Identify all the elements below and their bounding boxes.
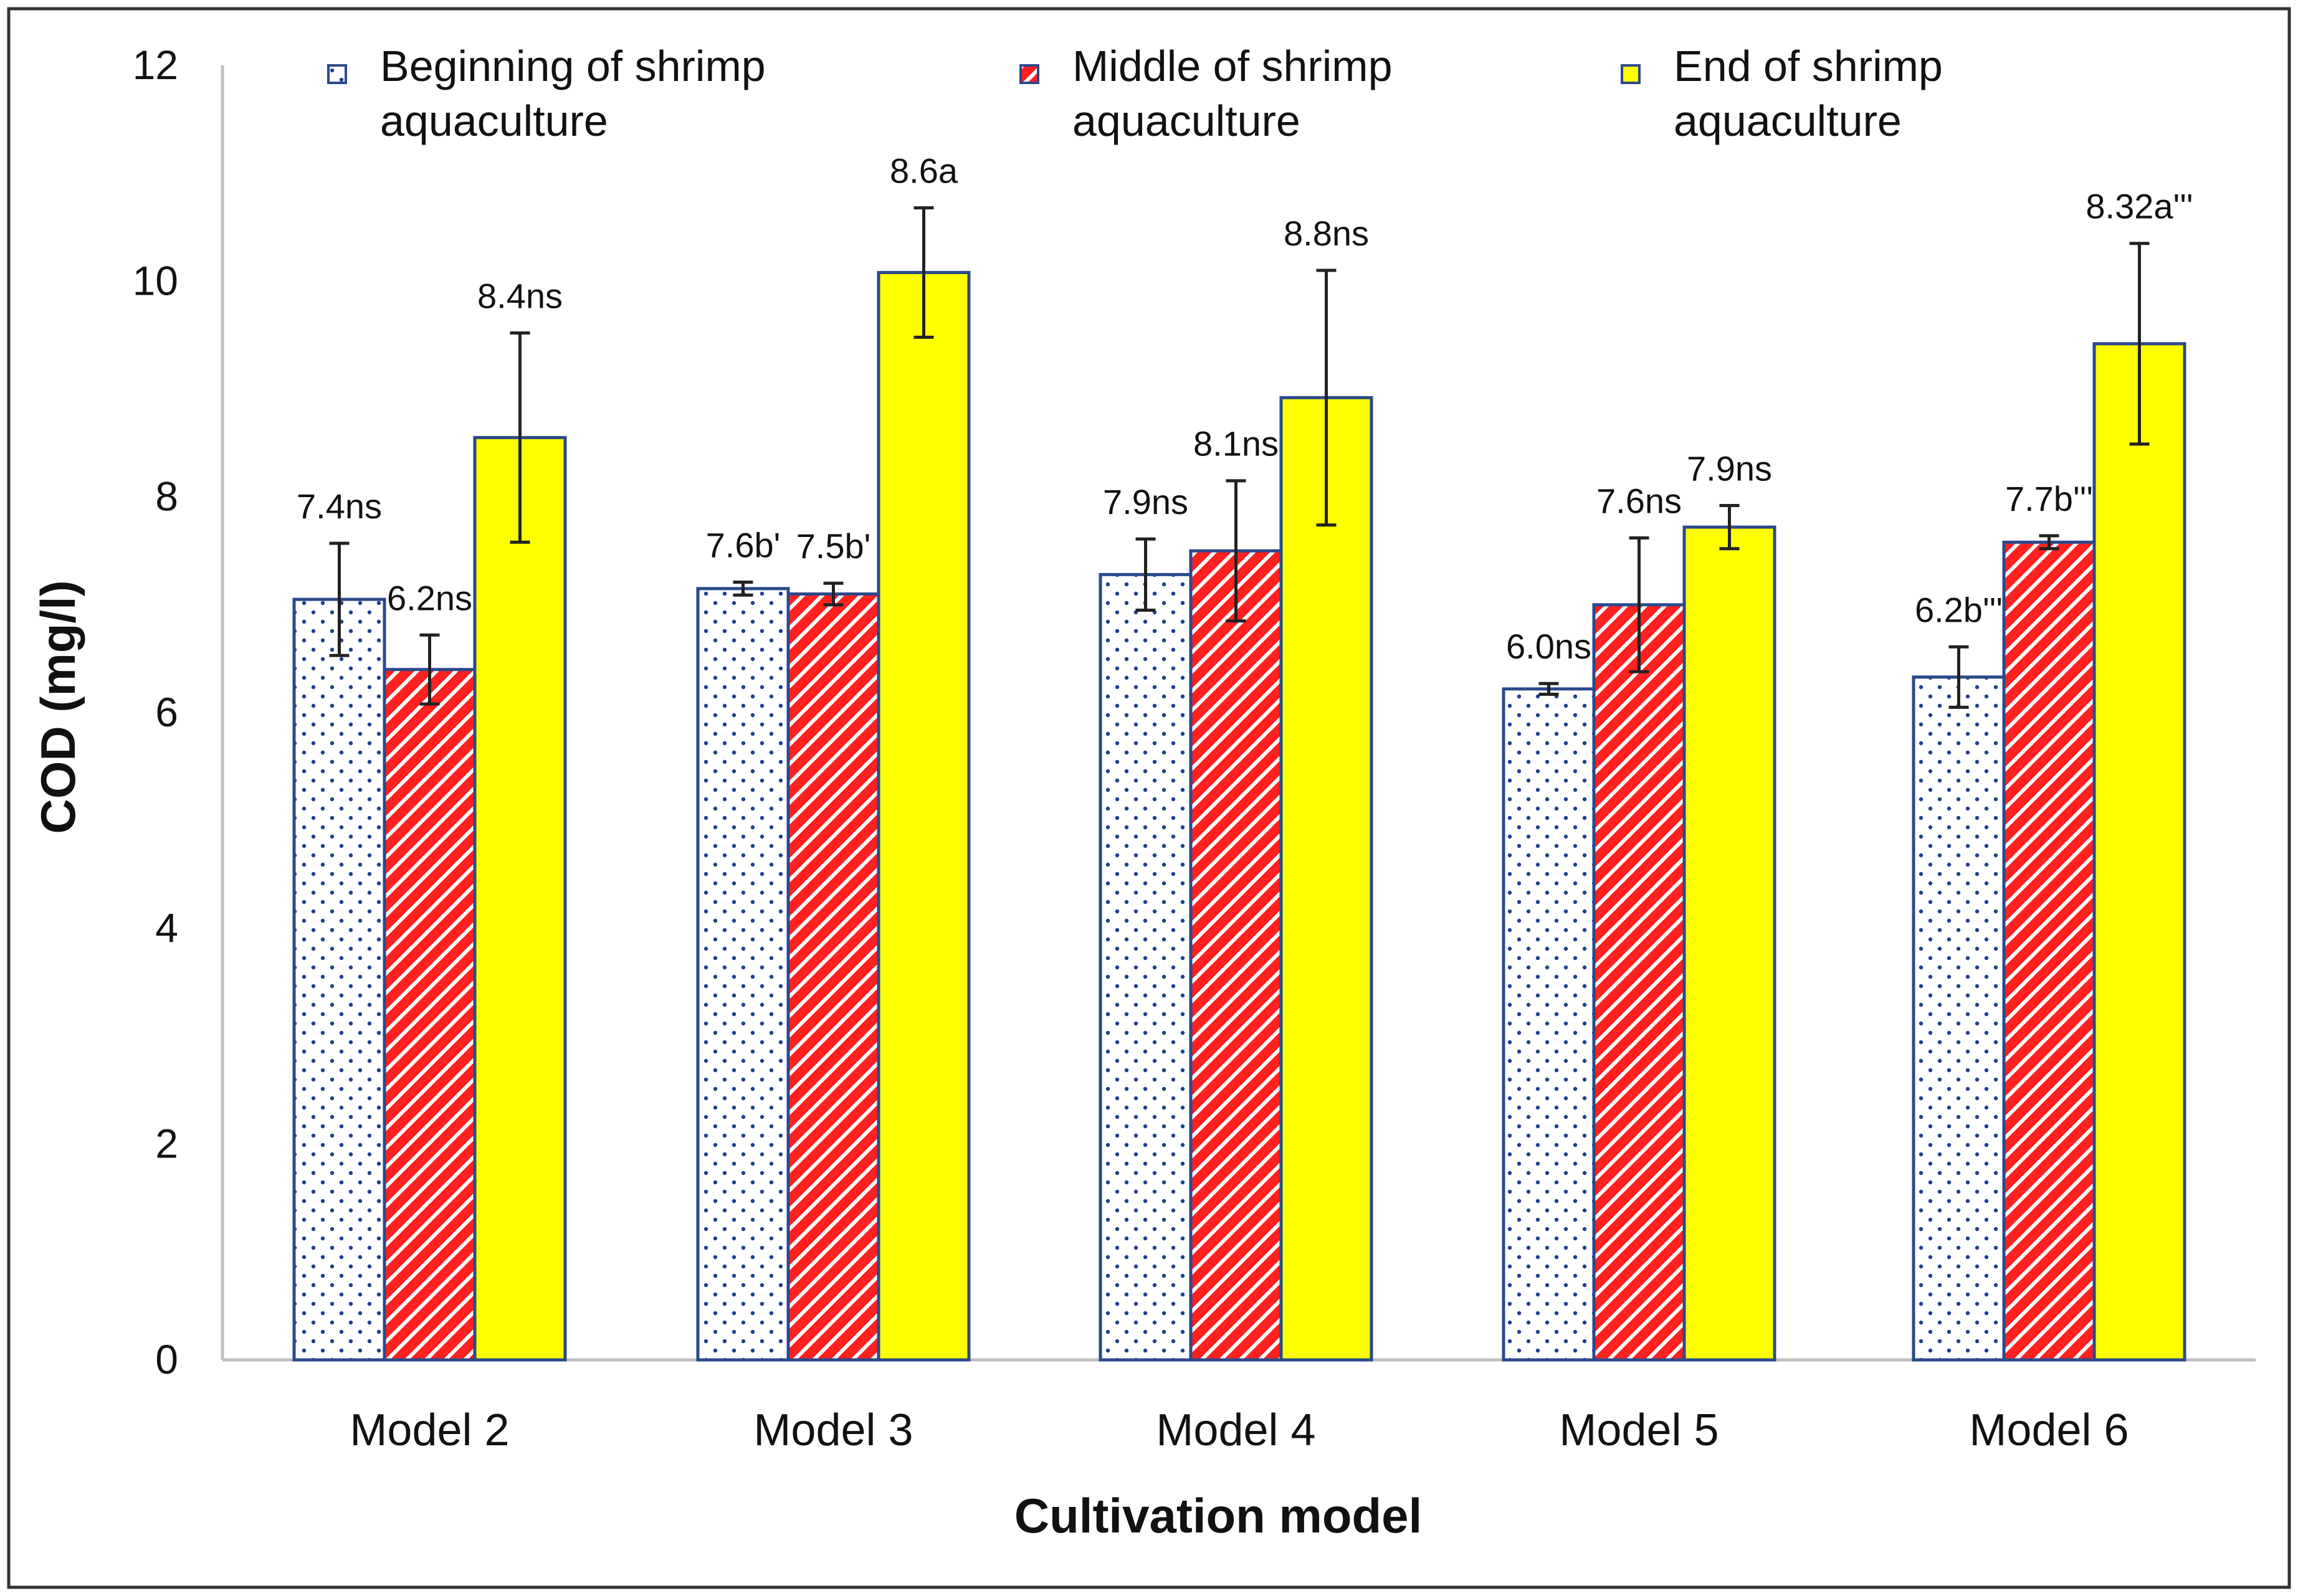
error-bar bbox=[733, 580, 753, 597]
bar-solid bbox=[1682, 525, 1776, 1362]
y-tick-label: 4 bbox=[155, 905, 178, 951]
bar-dots bbox=[696, 587, 790, 1362]
data-label: 7.6ns bbox=[1596, 481, 1682, 520]
bar-dots bbox=[1502, 687, 1596, 1362]
legend-swatch bbox=[1019, 64, 1039, 84]
error-bar bbox=[1719, 504, 1740, 551]
y-tick-label: 0 bbox=[155, 1336, 178, 1382]
legend-label: End of shrimp bbox=[1674, 42, 1943, 90]
legend-label: Middle of shrimp bbox=[1072, 42, 1393, 90]
data-label: 7.7b''' bbox=[2005, 479, 2093, 518]
bar-diagonal bbox=[1189, 549, 1283, 1362]
bar-solid bbox=[473, 435, 567, 1362]
data-label: 6.0ns bbox=[1506, 627, 1591, 666]
legend-label: aquaculture bbox=[1072, 97, 1300, 145]
error-bar bbox=[913, 206, 934, 339]
y-tick-label: 8 bbox=[155, 473, 178, 520]
bar-dots bbox=[292, 597, 386, 1362]
legend-swatch bbox=[327, 64, 347, 84]
bar-solid bbox=[1279, 396, 1373, 1362]
error-bar bbox=[1948, 645, 1969, 709]
data-label: 7.9ns bbox=[1687, 449, 1772, 488]
y-axis-title: COD (mg/l) bbox=[31, 580, 85, 834]
legend-item: Beginning of shrimp aquaculture bbox=[327, 42, 766, 145]
legend-label: aquaculture bbox=[1674, 97, 1902, 145]
data-label: 6.2ns bbox=[387, 578, 472, 617]
error-bar bbox=[1538, 682, 1559, 696]
x-category-label: Model 5 bbox=[1559, 1405, 1719, 1455]
legend-label: Beginning of shrimp bbox=[380, 42, 766, 90]
legend-label: aquaculture bbox=[380, 97, 608, 145]
bar-dots bbox=[1912, 675, 2006, 1362]
y-tick-labels: 0 2 4 6 8 10 12 bbox=[133, 42, 178, 1382]
bar-dots bbox=[1099, 572, 1193, 1362]
data-label: 8.4ns bbox=[477, 276, 563, 315]
bar-diagonal bbox=[383, 668, 477, 1362]
x-category-label: Model 2 bbox=[350, 1405, 509, 1455]
legend-swatch bbox=[1621, 64, 1641, 84]
error-bar bbox=[1226, 479, 1246, 623]
data-label: 6.2b''' bbox=[1915, 590, 2003, 629]
data-label: 7.9ns bbox=[1103, 482, 1188, 521]
y-tick-label: 12 bbox=[133, 42, 178, 88]
x-category-labels: Model 2 Model 3 Model 4 Model 5 Model 6 bbox=[350, 1405, 2129, 1455]
data-label: 8.1ns bbox=[1193, 424, 1279, 463]
bar-solid bbox=[877, 270, 971, 1362]
error-bar bbox=[2039, 534, 2059, 551]
bar-solid bbox=[2092, 342, 2186, 1362]
x-category-label: Model 6 bbox=[1969, 1405, 2129, 1455]
data-label: 7.6b' bbox=[706, 525, 781, 564]
data-label-group: 7.4ns 7.6b' 7.9ns 6.0ns 6.2b''' 6.2ns 7.5b' 8.1… bbox=[297, 151, 2193, 667]
x-category-label: Model 4 bbox=[1156, 1405, 1315, 1455]
y-tick-label: 10 bbox=[133, 257, 178, 303]
x-axis-title: Cultivation model bbox=[1014, 1488, 1422, 1543]
bar-series bbox=[292, 270, 2186, 1362]
bar-diagonal bbox=[786, 592, 880, 1362]
y-tick-label: 6 bbox=[155, 689, 178, 735]
error-bar bbox=[510, 331, 530, 544]
y-tick-label: 2 bbox=[155, 1121, 178, 1167]
error-bar bbox=[1629, 536, 1649, 673]
bar-diagonal bbox=[1592, 603, 1686, 1362]
error-bar bbox=[419, 633, 440, 706]
error-bar bbox=[823, 581, 844, 607]
bar-diagonal bbox=[2002, 540, 2096, 1362]
error-bar bbox=[1135, 537, 1156, 612]
data-label: 7.5b' bbox=[796, 526, 871, 566]
error-bar bbox=[2129, 242, 2150, 446]
data-label: 8.8ns bbox=[1284, 214, 1369, 253]
x-category-label: Model 3 bbox=[753, 1405, 913, 1455]
data-label: 7.4ns bbox=[297, 487, 382, 526]
error-bar bbox=[329, 541, 350, 657]
data-label: 8.32a''' bbox=[2086, 187, 2193, 226]
error-bar bbox=[1316, 268, 1337, 527]
legend-item: End of shrimp aquaculture bbox=[1621, 42, 1943, 145]
data-label: 8.6a bbox=[890, 151, 958, 191]
error-bar-group bbox=[329, 206, 2150, 709]
legend-item: Middle of shrimp aquaculture bbox=[1019, 42, 1393, 145]
